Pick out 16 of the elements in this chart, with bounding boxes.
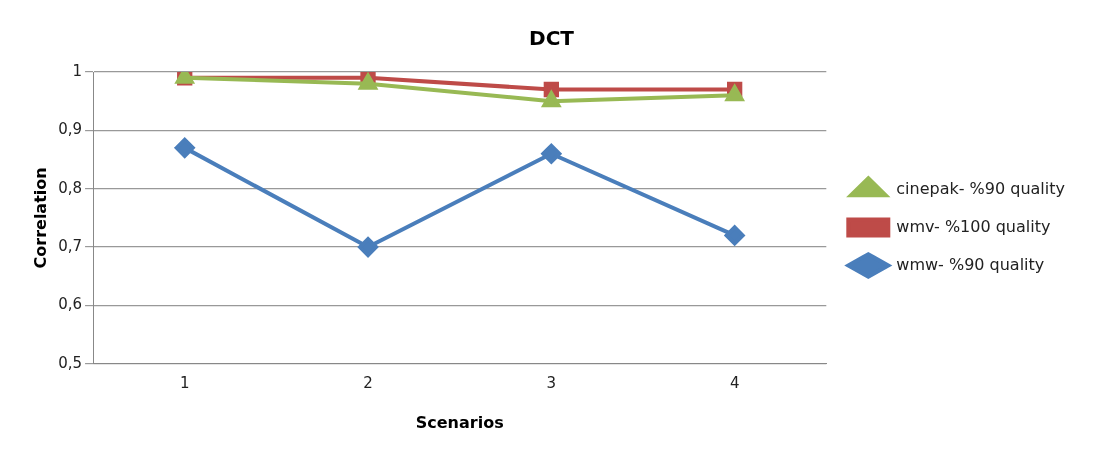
- x-tick-label: 2: [363, 373, 373, 392]
- y-axis-title: Correlation: [30, 167, 50, 269]
- y-tick-label: 0,7: [58, 236, 83, 255]
- x-axis-title: Scenarios: [415, 412, 504, 432]
- x-tick-label: 4: [729, 373, 740, 392]
- legend-label: wmw- %90 quality: [896, 254, 1045, 274]
- x-tick-label: 3: [546, 373, 557, 392]
- x-tick-label: 1: [179, 373, 190, 392]
- legend-label: wmv- %100 quality: [896, 216, 1051, 236]
- y-tick-label: 0,6: [58, 295, 83, 314]
- y-tick-label: 0,5: [58, 353, 83, 372]
- y-tick-label: 0,9: [58, 120, 83, 139]
- y-tick-label: 0,8: [58, 178, 83, 197]
- legend-label: cinepak- %90 quality: [896, 178, 1066, 198]
- chart-title: DCT: [529, 26, 575, 51]
- y-tick-label: 1: [72, 61, 83, 80]
